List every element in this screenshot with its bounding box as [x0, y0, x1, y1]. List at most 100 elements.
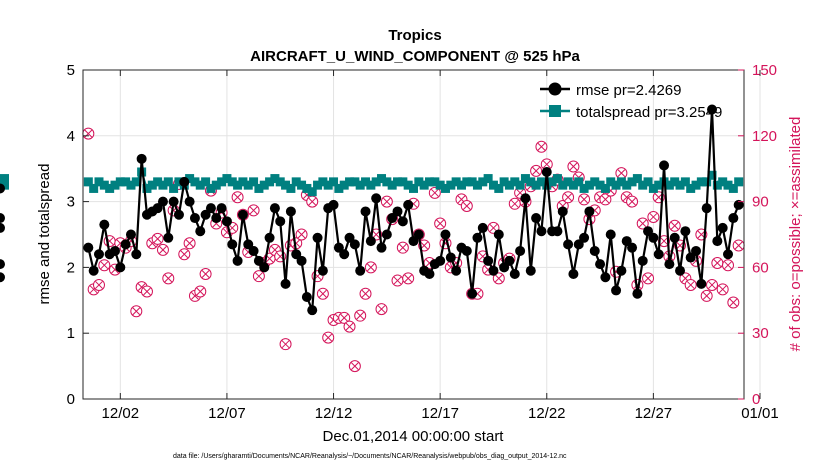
obs-count-cross: [367, 263, 375, 272]
obs-count-point: [460, 199, 473, 212]
obs-count-point: [252, 270, 265, 283]
rmse-point: [264, 232, 275, 243]
totalspread-point: [211, 180, 221, 190]
rmse-point: [557, 206, 568, 217]
rmse-point: [632, 288, 643, 299]
rmse-point: [237, 209, 248, 220]
obs-count-cross: [153, 235, 162, 243]
rmse-point: [616, 265, 627, 276]
totalspread-point: [542, 180, 552, 190]
totalspread-point: [398, 177, 408, 187]
legend-rmse-label: rmse pr=2.4269: [576, 82, 681, 99]
totalspread-point: [281, 180, 291, 190]
x-tick-label: 12/27: [635, 405, 673, 422]
chart-subtitle: AIRCRAFT_U_WIND_COMPONENT @ 525 hPa: [250, 48, 580, 65]
x-tick-label: 12/12: [315, 405, 353, 422]
totalspread-point: [520, 174, 530, 184]
obs-count-cross: [398, 243, 407, 252]
obs-count-point: [567, 160, 580, 173]
y2-tick-label: 90: [752, 194, 769, 211]
obs-count-point: [178, 248, 191, 261]
x-tick-label: 12/17: [421, 405, 459, 422]
obs-count-point: [530, 164, 543, 177]
obs-count-cross: [494, 274, 503, 283]
obs-count-cross: [729, 298, 738, 307]
obs-count-point: [140, 285, 153, 298]
obs-count-cross: [569, 162, 578, 171]
totalspread-point: [377, 174, 387, 184]
totalspread-point: [291, 177, 301, 187]
obs-count-point: [279, 338, 292, 351]
chart-title: Tropics: [388, 27, 441, 44]
y-tick-label: 4: [67, 128, 75, 145]
totalspread-point: [536, 177, 546, 187]
obs-count-point: [156, 243, 169, 256]
rmse-point: [440, 229, 451, 240]
obs-count-point: [562, 191, 575, 204]
rmse-point: [168, 196, 179, 207]
totalspread-point: [339, 180, 349, 190]
obs-count-point: [700, 289, 713, 302]
obs-count-point: [636, 217, 649, 230]
rmse-point: [371, 193, 382, 204]
rmse-point: [648, 232, 659, 243]
rmse-point: [579, 232, 590, 243]
totalspread-point: [696, 177, 706, 187]
rmse-point: [435, 255, 446, 266]
rmse-point: [365, 236, 376, 247]
y-tick-label: 2: [67, 259, 75, 276]
rmse-point: [0, 272, 5, 283]
totalspread-point: [259, 180, 269, 190]
rmse-point: [232, 255, 243, 266]
totalspread-point: [664, 180, 674, 190]
totalspread-point: [467, 177, 477, 187]
obs-count-cross: [617, 169, 626, 177]
rmse-point: [723, 249, 734, 260]
totalspread-point: [249, 177, 259, 187]
totalspread-point: [195, 180, 205, 190]
rmse-point: [509, 268, 520, 279]
totalspread-point: [94, 177, 104, 187]
obs-count-point: [642, 272, 655, 285]
rmse-point: [568, 268, 579, 279]
obs-count-point: [322, 331, 335, 344]
obs-count-cross: [676, 241, 684, 250]
rmse-point: [680, 226, 691, 237]
rmse-point: [515, 245, 526, 256]
rmse-point: [355, 265, 366, 276]
rmse-point: [0, 213, 5, 224]
totalspread-point: [643, 177, 653, 187]
totalspread-point: [707, 170, 717, 180]
obs-count-point: [130, 305, 143, 318]
rmse-point: [339, 249, 350, 260]
rmse-point: [205, 203, 216, 214]
totalspread-point: [510, 177, 520, 187]
obs-count-point: [306, 195, 319, 208]
totalspread-point: [632, 174, 642, 184]
obs-count-point: [183, 237, 196, 250]
totalspread-point: [622, 180, 632, 190]
x-axis: 12/02 12/07 12/12 12/17 12/22 12/27 01/01: [102, 70, 779, 422]
obs-count-point: [540, 158, 553, 171]
totalspread-point: [686, 183, 696, 193]
y-tick-label: 0: [67, 391, 75, 408]
obs-count-cross: [345, 322, 354, 331]
obs-count-cross: [601, 195, 610, 204]
totalspread-point: [206, 183, 216, 193]
obs-count-point: [295, 228, 308, 241]
obs-count-point: [706, 278, 719, 291]
obs-count-point: [434, 217, 447, 230]
rmse-point: [88, 265, 99, 276]
obs-count-cross: [702, 292, 711, 300]
totalspread-point: [451, 177, 461, 187]
rmse-point: [301, 292, 312, 303]
obs-count-point: [391, 274, 404, 287]
obs-count-point: [668, 219, 681, 232]
totalspread-point: [419, 180, 429, 190]
obs-count-point: [658, 235, 671, 248]
rmse-point: [179, 176, 190, 187]
totalspread-point: [217, 177, 227, 187]
legend: rmse pr=2.4269 totalspread pr=3.2549: [540, 82, 722, 121]
obs-count-cross: [201, 270, 210, 278]
rmse-point: [184, 196, 195, 207]
